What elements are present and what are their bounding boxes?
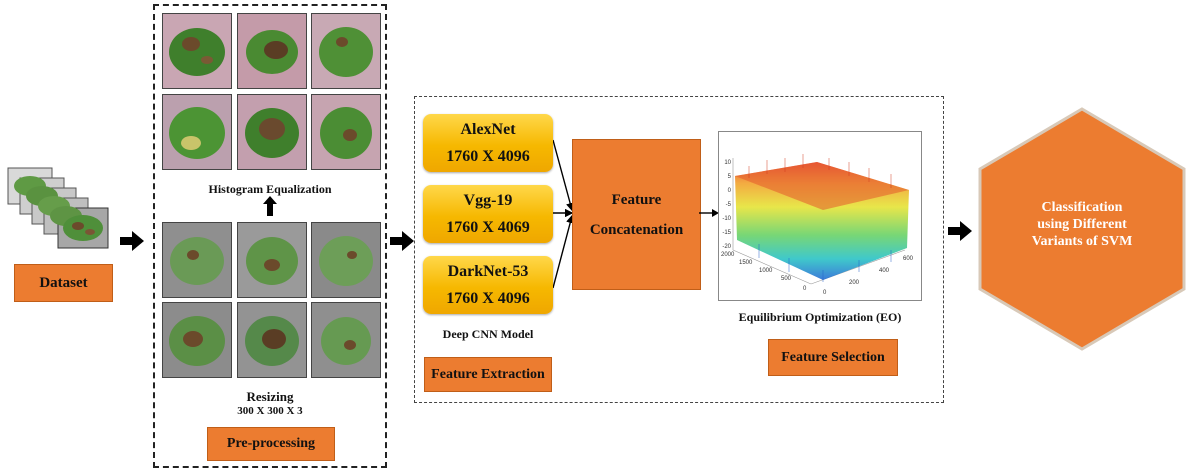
leaf-image-eq-5 bbox=[237, 94, 307, 170]
resizing-label: Resizing bbox=[246, 389, 294, 404]
model-name-darknet53: DarkNet-53 bbox=[447, 263, 529, 280]
y-tick-2000: 2000 bbox=[721, 252, 735, 258]
arrow-resize-to-histogram bbox=[263, 196, 277, 216]
model-name-alexnet: AlexNet bbox=[460, 121, 516, 138]
arrow-preprocessing-to-features bbox=[390, 231, 414, 251]
leaf-image-eq-3 bbox=[311, 13, 381, 89]
classification-line2: using Different bbox=[1037, 217, 1127, 232]
z-tick-10: 10 bbox=[724, 160, 731, 166]
eo-label: Equilibrium Optimization (EO) bbox=[738, 310, 902, 324]
model-name-vgg19: Vgg-19 bbox=[463, 192, 513, 209]
z-tick-m20: -20 bbox=[722, 244, 731, 250]
x-tick-400: 400 bbox=[879, 268, 890, 274]
deep-cnn-model-label: Deep CNN Model bbox=[442, 327, 534, 341]
feature-panel bbox=[414, 96, 944, 403]
preprocessing-button[interactable]: Pre-processing bbox=[207, 427, 335, 461]
z-tick-0: 0 bbox=[728, 188, 732, 194]
model-dims-vgg19: 1760 X 4069 bbox=[446, 219, 530, 236]
y-tick-1000: 1000 bbox=[759, 268, 773, 274]
z-tick-m15: -15 bbox=[722, 230, 731, 236]
dataset-label: Dataset bbox=[39, 274, 88, 291]
x-tick-600: 600 bbox=[903, 256, 914, 262]
leaf-image-eq-2 bbox=[237, 13, 307, 89]
classification-line3: Variants of SVM bbox=[1031, 234, 1133, 249]
classification-line1: Classification bbox=[1041, 200, 1123, 215]
z-tick-m5: -5 bbox=[726, 202, 732, 208]
feature-concatenation-box: Feature Concatenation bbox=[572, 139, 701, 290]
dataset-image-stack bbox=[6, 166, 114, 254]
feature-extraction-button[interactable]: Feature Extraction bbox=[424, 357, 552, 392]
y-tick-1500: 1500 bbox=[739, 260, 753, 266]
y-tick-0: 0 bbox=[803, 286, 807, 292]
model-box-darknet53: DarkNet-53 1760 X 4096 bbox=[423, 256, 553, 314]
connectors-models-to-concat bbox=[553, 139, 575, 289]
concatenation-line2: Concatenation bbox=[589, 221, 684, 238]
leaf-image-eq-1 bbox=[162, 13, 232, 89]
z-tick-5: 5 bbox=[728, 174, 732, 180]
leaf-image-eq-4 bbox=[162, 94, 232, 170]
model-dims-darknet53: 1760 X 4096 bbox=[446, 290, 530, 307]
histogram-equalization-label: Histogram Equalization bbox=[208, 182, 332, 196]
x-tick-0: 0 bbox=[823, 290, 827, 296]
preprocessing-button-label: Pre-processing bbox=[226, 436, 316, 451]
arrow-features-to-classification bbox=[948, 221, 972, 241]
leaf-image-resized-1 bbox=[162, 222, 232, 298]
model-box-vgg19: Vgg-19 1760 X 4069 bbox=[423, 185, 553, 243]
preprocessing-panel bbox=[153, 4, 387, 468]
eo-surface-plot: 10 5 0 -5 -10 -15 -20 2000 1500 1000 500… bbox=[718, 131, 922, 301]
classification-hexagon: Classification using Different Variants … bbox=[976, 107, 1188, 351]
feature-selection-label: Feature Selection bbox=[781, 349, 885, 365]
resize-dims-label: 300 X 300 X 3 bbox=[237, 405, 303, 417]
leaf-image-eq-6 bbox=[311, 94, 381, 170]
model-box-alexnet: AlexNet 1760 X 4096 bbox=[423, 114, 553, 172]
leaf-image-resized-5 bbox=[237, 302, 307, 378]
y-tick-500: 500 bbox=[781, 276, 792, 282]
leaf-image-resized-6 bbox=[311, 302, 381, 378]
concatenation-line1: Feature bbox=[611, 191, 662, 208]
feature-selection-button[interactable]: Feature Selection bbox=[768, 339, 898, 376]
dataset-button[interactable]: Dataset bbox=[14, 264, 113, 302]
arrow-dataset-to-preprocessing bbox=[120, 231, 144, 251]
arrow-concat-to-eo bbox=[699, 209, 719, 217]
model-dims-alexnet: 1760 X 4096 bbox=[446, 148, 530, 165]
leaf-image-resized-3 bbox=[311, 222, 381, 298]
z-tick-m10: -10 bbox=[722, 216, 731, 222]
leaf-image-resized-4 bbox=[162, 302, 232, 378]
dataset-stack-cards bbox=[7, 167, 109, 249]
feature-extraction-label: Feature Extraction bbox=[431, 366, 545, 382]
leaf-image-resized-2 bbox=[237, 222, 307, 298]
x-tick-200: 200 bbox=[849, 280, 860, 286]
